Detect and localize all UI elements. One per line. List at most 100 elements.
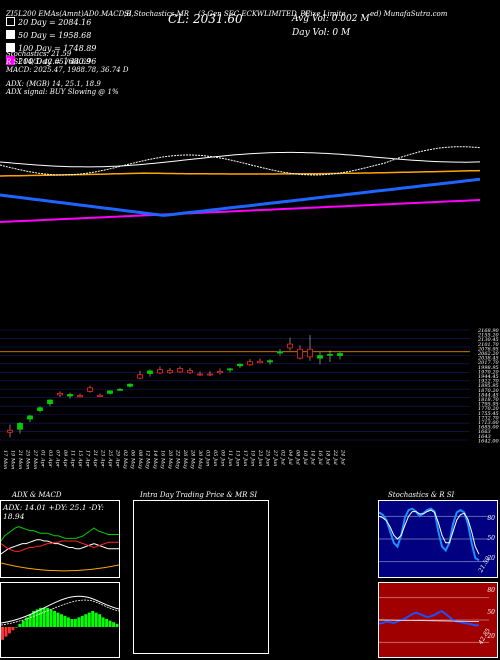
stoch-tick-20: 20 [487,555,495,562]
candle-body [177,367,183,373]
macd-hist-bar [4,627,8,637]
candle-body [127,383,133,387]
macd-hist-bar [87,612,91,627]
price-tick-label: 2076.95 [477,346,499,352]
macd-hist-bar [14,627,18,628]
candle-body [137,374,143,379]
date-tick-label: 15 Apr [77,450,83,468]
stoch-stat: Stochastics: 21.59 [6,50,72,58]
macd-hist-bar [77,617,81,627]
rsi-panel: 80 50 20 42.85 [378,582,498,658]
date-tick-label: 23 Jun [257,449,263,466]
candle-body [217,371,223,374]
header-site: ed) MunafaSutra.com [370,10,448,18]
stoch-title: Stochastics & R SI [388,491,455,499]
ema100-line [0,169,481,177]
date-tick-label: 01 Apr [40,450,46,468]
candle-body [147,370,153,374]
rsi-tick-20: 20 [487,633,495,640]
macd-hist-bar [115,623,119,627]
legend-swatch [6,43,15,52]
adx-series-line [1,540,119,552]
price-tick-label: 1643 [478,434,491,440]
legend-swatch [6,30,15,39]
intraday-panel [133,500,269,654]
date-tick-label: 23 Apr [100,449,106,468]
rsi-stat: R SI 14/3: 42.85 / 44.69 [6,58,91,66]
close-label: CL: 2031.60 [168,12,243,26]
stoch-chart [379,507,489,562]
date-tick-label: 05 Jun [212,450,218,466]
date-tick-label: 11 Jun [227,450,233,466]
candle-body [37,407,43,411]
date-tick-label: 06 May [130,450,136,469]
price-tick-label: 1922.70 [478,379,499,385]
date-tick-label: 03 Jun [205,450,211,466]
candle-body [227,368,233,371]
date-tick-label: 30 May [197,450,203,469]
date-tick-label: 19 Mon [10,450,16,469]
date-tick-label: 14 May [152,450,158,469]
macd-hist-bar [80,615,84,627]
date-tick-label: 22 Jul [332,449,338,465]
candle-body [187,370,193,374]
date-tick-label: 18 Jul [325,450,331,465]
date-tick-label: 25 Jun [265,449,271,466]
date-tick-label: 21 Mon [17,449,23,469]
price-tick-label: 1818.70 [478,397,499,403]
price-tick-label: 1844.45 [478,392,499,398]
adx-macd-title: ADX & MACD [12,491,62,499]
date-tick-label: 16 May [160,450,166,469]
macd-hist-bar [91,611,95,627]
date-tick-label: 28 May [190,449,196,469]
rsi-mid-line [379,619,480,622]
price-tick-label: 1713.00 [478,420,499,426]
price-tick-label: 1642.00 [478,438,499,444]
date-tick-label: 25 Apr [107,449,113,468]
date-tick-label: 10 Jul [302,450,308,465]
candle-body [207,373,213,376]
legend-swatch [6,17,15,26]
header-top-left: ZI5L200 EMAs(Amnt)AD0.MACD,B [6,10,132,18]
date-tick-label: 08 May [137,450,143,469]
macd-hist-bar [56,612,60,627]
adx-signal-stat: ADX signal: BUY Slowing @ 1% [6,88,119,96]
macd-hist-bar [60,614,63,627]
macd-hist-bar [101,617,105,627]
candle-body [297,348,303,359]
candle-body [17,422,23,430]
adx-series-line [1,526,119,542]
macd-hist-bar [53,611,57,627]
price-tick-label: 2155.20 [477,333,499,339]
ema20-line [0,146,481,176]
price-tick-label: 1663 [478,429,491,435]
candle-body [337,353,343,356]
date-tick-label: 21 Apr [92,449,98,468]
macd-hist-bar [32,611,36,627]
macd-hist-bar [18,623,22,627]
candle-body [67,394,73,397]
candle-body [167,370,173,374]
date-tick-label: 02 Jul [280,450,286,465]
price-tick-label: 2017.70 [477,360,499,366]
candle-body [307,348,313,358]
macd-hist-bar [63,615,67,627]
date-tick-label: 03 Apr [47,450,53,468]
header-top-extra: Cixe Limite [305,10,346,18]
legend-label: 100 Day = 1748.89 [18,44,97,53]
adx-values: ADX: 14.01 +DY: 25.1 -DY: 18.94 [3,503,104,521]
legend-label: 50 Day = 1958.68 [18,31,92,40]
macd-hist-bar [25,617,29,627]
day-vol: Day Vol: 0 M [292,28,351,38]
macd-hist-bar [11,627,15,631]
date-tick-label: 17 Jun [242,450,248,466]
legend-swatch [6,56,15,65]
candle-body [77,395,83,398]
stoch-panel: 80 50 20 21.59 [378,500,498,578]
date-tick-label: 09 Jun [220,450,226,466]
candle-body [117,388,123,391]
legend-label: 200 Day = 1680.96 [18,57,97,66]
date-tick-label: 14 Jul [310,450,316,465]
candle-body [47,399,53,405]
price-tick-label: 2062.20 [477,351,499,357]
